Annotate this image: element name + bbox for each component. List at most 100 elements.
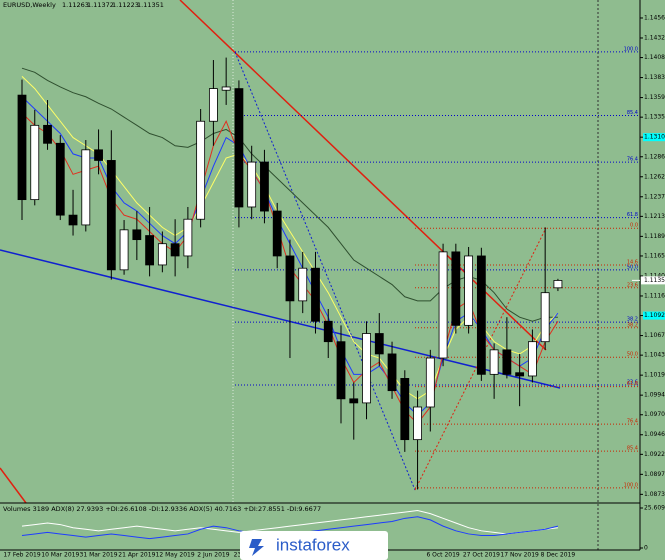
candle-body [553, 280, 563, 289]
candle-body [183, 218, 193, 257]
fib-label: 61.8 [627, 212, 638, 218]
candle-body [17, 94, 27, 201]
candle-body [451, 251, 461, 326]
candle-body [476, 255, 486, 375]
x-tick-label: 12 May 2019 [156, 552, 195, 559]
y-tick-label: 1.10675 [644, 332, 665, 339]
candle-body [349, 398, 359, 404]
candle-body [528, 341, 537, 377]
candle-body [94, 149, 103, 161]
fib-label: 23.6 [627, 282, 638, 288]
y-tick-label: 1.13105 [644, 134, 665, 141]
fib-label: 76.4 [627, 157, 638, 163]
y-tick-label: 1.11650 [644, 252, 665, 259]
y-tick-label: 1.14565 [644, 14, 665, 21]
candle-body [208, 88, 218, 122]
y-tick-label: 1.13835 [644, 74, 665, 81]
current-price: 1.11351 [644, 277, 665, 284]
sub-tick-label: 0 [644, 545, 648, 552]
header-high: 1.11372 [87, 1, 114, 9]
candle-body [81, 149, 91, 226]
sub-tick-label: 25.6092 [644, 505, 665, 512]
candle-body [489, 349, 499, 375]
y-tick-label: 1.09220 [644, 451, 665, 458]
candle-body [196, 120, 206, 220]
x-tick-label: 17 Nov 2019 [500, 552, 539, 559]
candle-body [502, 349, 512, 375]
x-tick-label: 31 Mar 2019 [80, 552, 118, 559]
y-tick-label: 1.10190 [644, 372, 665, 379]
y-tick-label: 1.13350 [644, 114, 665, 121]
y-tick-label: 1.09705 [644, 411, 665, 418]
x-tick-label: 17 Feb 2019 [3, 552, 41, 559]
candle-body [387, 353, 397, 392]
x-tick-label: 10 Mar 2019 [41, 552, 79, 559]
symbol: EURUSD,Weekly [3, 1, 56, 9]
candle-body [68, 214, 78, 226]
candle-body [272, 210, 282, 257]
candle-body [438, 251, 448, 359]
watermark-text: instaforex [276, 535, 350, 554]
candle-body [336, 341, 346, 400]
fib-label: 100.0 [624, 46, 638, 52]
fib-label: 23.6 [627, 379, 638, 385]
x-tick-label: 6 Oct 2019 [426, 552, 459, 559]
fib-label: 14.6 [627, 259, 638, 265]
y-tick-label: 1.09460 [644, 431, 665, 438]
y-tick-label: 1.10920 [644, 312, 665, 319]
candle-body [285, 255, 295, 302]
y-tick-label: 1.08730 [644, 491, 665, 498]
fib-label: 100.0 [624, 482, 638, 488]
watermark: instaforex [240, 531, 388, 560]
y-tick-label: 1.14080 [644, 54, 665, 61]
header-close: 1.11351 [137, 1, 164, 9]
y-tick-label: 1.11890 [644, 233, 665, 240]
candle-body [221, 86, 231, 91]
x-tick-label: 8 Dec 2019 [541, 552, 576, 559]
candle-body [323, 320, 333, 343]
candle-body [413, 406, 422, 441]
candle-body [298, 267, 308, 302]
y-tick-label: 1.13590 [644, 94, 665, 101]
fib-label: 61.8 [627, 381, 638, 387]
candle-body [157, 243, 167, 266]
y-tick-label: 1.11160 [644, 292, 665, 299]
fib-label: 50.0 [627, 264, 638, 270]
trend-line [0, 249, 561, 389]
candle-body [311, 267, 320, 322]
watermark-icon [249, 539, 264, 556]
x-tick-label: 27 Oct 2019 [463, 552, 500, 559]
y-tick-label: 1.09945 [644, 392, 665, 399]
y-tick-label: 1.14320 [644, 34, 665, 41]
tick-highlight [643, 133, 665, 142]
fib-label: 50.0 [627, 352, 638, 358]
candle-body [132, 229, 142, 241]
header-low: 1.11223 [112, 1, 139, 9]
header-open: 1.11263 [62, 1, 89, 9]
fib-label: 85.4 [627, 110, 638, 116]
fib-label: 38.2 [627, 322, 638, 328]
candle-body [55, 142, 65, 216]
y-tick-label: 1.12865 [644, 153, 665, 160]
candle-body [43, 124, 52, 144]
watermark-bg [240, 531, 388, 560]
trend-line [0, 467, 27, 504]
indicator-text: Volumes 3189 ADX(8) 27.9393 +DI:26.6108 … [3, 505, 321, 513]
tick-highlight [643, 311, 665, 320]
fib-label: 85.4 [627, 446, 638, 452]
candle-body [119, 229, 129, 271]
candle-body [260, 161, 269, 212]
candle-body [515, 372, 525, 377]
candle-body [170, 243, 180, 257]
x-tick-label: 2 Jun 2019 [197, 552, 229, 559]
y-tick-label: 1.12375 [644, 193, 665, 200]
y-tick-label: 1.11405 [644, 272, 665, 279]
candle-body [247, 161, 257, 208]
y-tick-label: 1.12620 [644, 173, 665, 180]
y-tick-label: 1.08975 [644, 471, 665, 478]
fib-label: 76.4 [627, 419, 638, 425]
fib-base [234, 51, 416, 491]
candle-body [425, 357, 435, 408]
candle-body [464, 255, 474, 326]
